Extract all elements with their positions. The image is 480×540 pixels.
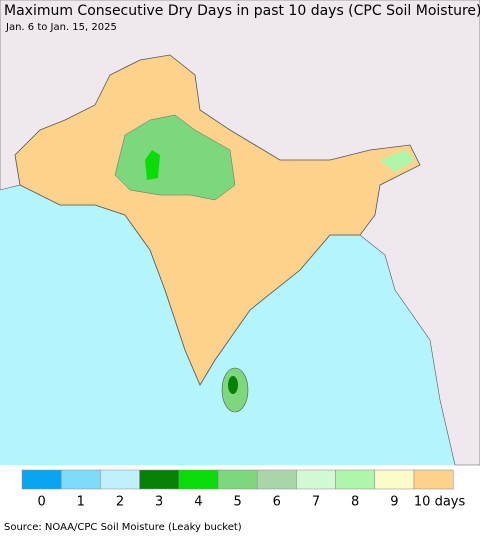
legend-label: 2 — [116, 495, 124, 510]
legend-swatch — [217, 469, 258, 490]
legend-swatch — [335, 469, 376, 490]
legend-swatch — [256, 469, 297, 490]
dry-days-3-zone — [228, 376, 238, 394]
legend-label: 1 — [77, 495, 85, 510]
legend-label: 5 — [233, 495, 241, 510]
dry-days-5-zone — [114, 114, 236, 201]
legend-label: 4 — [194, 495, 202, 510]
legend-label: 6 — [273, 495, 281, 510]
legend-label: 9 — [390, 495, 398, 510]
legend-swatch — [374, 469, 415, 490]
source-note: Source: NOAA/CPC Soil Moisture (Leaky bu… — [4, 522, 242, 533]
legend-swatch — [21, 469, 62, 490]
subtitle: Jan. 6 to Jan. 15, 2025 — [5, 22, 117, 33]
legend-label: 10 days — [414, 495, 466, 510]
dry-days-8-zone — [380, 150, 415, 172]
legend-label: 8 — [351, 495, 359, 510]
dry-days-4-zone — [145, 150, 160, 180]
legend-label: 3 — [155, 495, 163, 510]
legend-label: 7 — [312, 495, 320, 510]
legend-swatch — [100, 469, 140, 490]
legend: 0 1 2 3 4 5 6 7 8 9 10 days — [21, 469, 466, 510]
legend-swatch — [296, 469, 336, 490]
legend-swatch — [178, 469, 219, 490]
legend-swatch — [413, 469, 454, 490]
south-asia-region — [14, 54, 421, 386]
legend-swatch — [60, 469, 101, 490]
legend-label: 0 — [37, 495, 45, 510]
legend-swatch — [139, 469, 180, 490]
title: Maximum Consecutive Dry Days in past 10 … — [4, 3, 480, 19]
